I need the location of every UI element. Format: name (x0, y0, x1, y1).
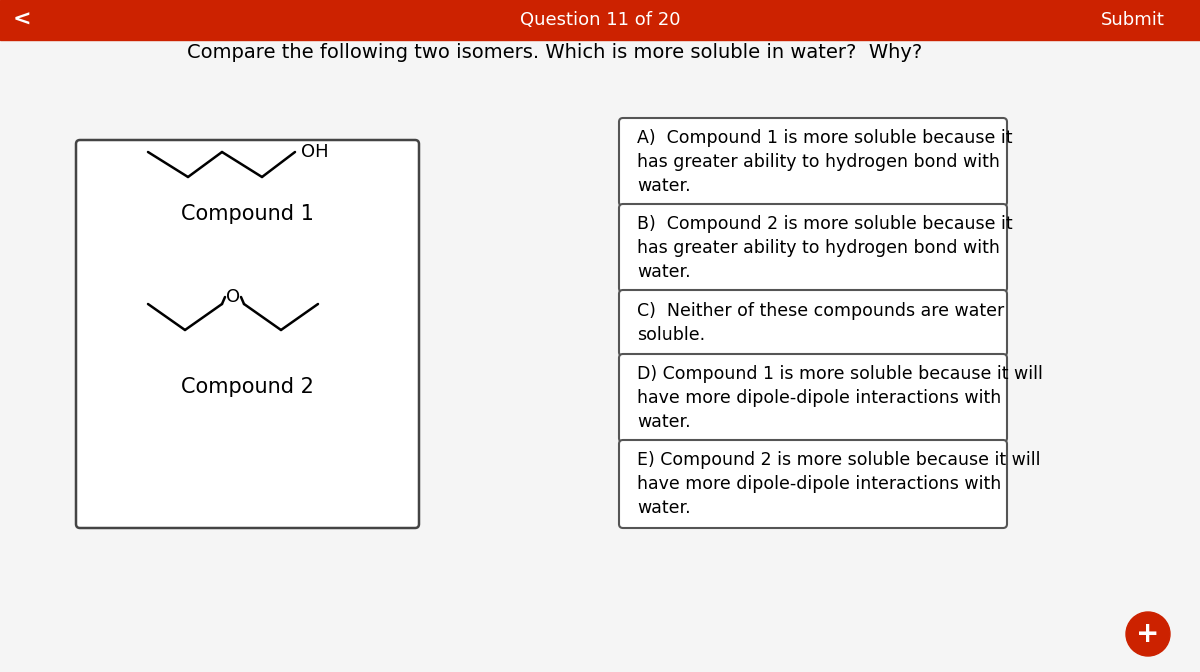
Bar (0, 0, 1200, 40)
FancyBboxPatch shape (619, 290, 1007, 356)
FancyBboxPatch shape (619, 118, 1007, 206)
Text: A)  Compound 1 is more soluble because it
has greater ability to hydrogen bond w: A) Compound 1 is more soluble because it… (637, 130, 1013, 195)
Text: +: + (1136, 620, 1159, 648)
Text: Submit: Submit (1102, 11, 1165, 29)
FancyBboxPatch shape (619, 440, 1007, 528)
Text: Compound 2: Compound 2 (180, 377, 313, 397)
FancyBboxPatch shape (619, 204, 1007, 292)
Text: Compound 1: Compound 1 (180, 204, 313, 224)
FancyBboxPatch shape (619, 354, 1007, 442)
Text: OH: OH (301, 143, 329, 161)
Text: D) Compound 1 is more soluble because it will
have more dipole-dipole interactio: D) Compound 1 is more soluble because it… (637, 366, 1043, 431)
FancyBboxPatch shape (76, 140, 419, 528)
Text: Compare the following two isomers. Which is more soluble in water?  Why?: Compare the following two isomers. Which… (187, 44, 923, 62)
Text: E) Compound 2 is more soluble because it will
have more dipole-dipole interactio: E) Compound 2 is more soluble because it… (637, 452, 1040, 517)
Text: C)  Neither of these compounds are water
soluble.: C) Neither of these compounds are water … (637, 302, 1004, 344)
Text: B)  Compound 2 is more soluble because it
has greater ability to hydrogen bond w: B) Compound 2 is more soluble because it… (637, 216, 1013, 281)
Text: Question 11 of 20: Question 11 of 20 (520, 11, 680, 29)
Text: O: O (226, 288, 240, 306)
Text: <: < (13, 10, 31, 30)
Circle shape (1126, 612, 1170, 656)
